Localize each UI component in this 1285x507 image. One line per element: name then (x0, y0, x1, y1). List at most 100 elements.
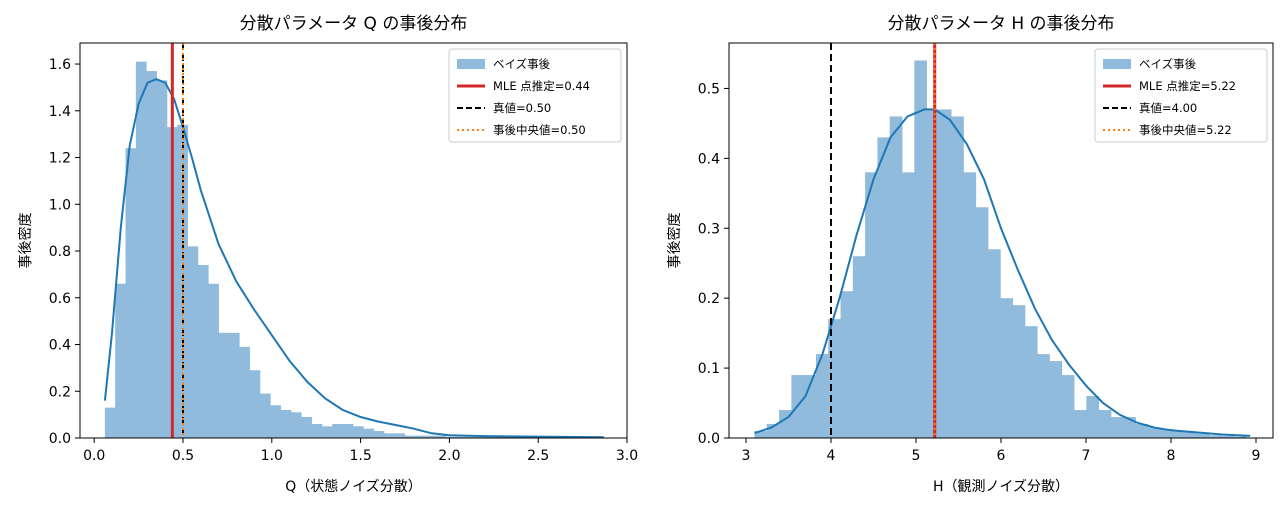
hist-bar (445, 436, 457, 438)
hist-bar (487, 436, 499, 438)
hist-bar (1135, 424, 1149, 438)
y-tick-label: 1.4 (49, 104, 71, 120)
hist-bar (476, 436, 488, 438)
hist-bar (889, 116, 903, 439)
hist-bar (1147, 427, 1161, 438)
hist-bar (456, 436, 468, 438)
hist-bar (363, 428, 375, 438)
hist-bar (1061, 375, 1075, 438)
x-tick-label: 1.0 (261, 448, 283, 464)
hist-bar (321, 426, 333, 438)
hist-bar (1012, 305, 1026, 438)
y-tick-label: 0.6 (49, 291, 71, 307)
legend-entry: MLE 点推定=0.44 (493, 79, 590, 93)
legend-entry: ベイズ事後 (1139, 57, 1197, 71)
x-tick-label: 3 (742, 448, 751, 464)
hist-bar (135, 61, 147, 439)
legend-entry: MLE 点推定=5.22 (1139, 79, 1236, 93)
hist-bar (290, 412, 302, 438)
hist-bar (963, 172, 977, 438)
y-tick-label: 0.4 (698, 151, 720, 167)
hist-bar (187, 246, 199, 438)
hist-bar (394, 433, 406, 438)
legend-entry: 事後中央値=0.50 (493, 123, 586, 137)
hist-bar (1172, 431, 1186, 438)
hist-bar (926, 109, 940, 439)
hist-bar (115, 283, 126, 438)
legend-swatch-hist (1103, 59, 1131, 69)
legend: ベイズ事後 MLE 点推定=5.22 真値=4.00 事後中央値=5.22 (1094, 48, 1268, 143)
x-tick-label: 3.0 (616, 448, 638, 464)
hist-bar (754, 431, 768, 438)
y-tick-label: 0.8 (49, 244, 71, 260)
hist-bar (507, 436, 519, 438)
y-tick-label: 0.0 (698, 431, 720, 447)
hist-bar (975, 207, 989, 438)
hist-bar (404, 435, 416, 438)
y-axis-label: 事後密度 (666, 213, 683, 269)
hist-bar (332, 423, 343, 438)
y-tick-label: 0.4 (49, 338, 71, 354)
y-tick-label: 0.2 (698, 291, 720, 307)
chart-title: 分散パラメータ H の事後分布 (887, 14, 1114, 34)
x-axis-label: Q（状態ノイズ分散） (285, 479, 422, 495)
hist-bar (414, 435, 426, 438)
hist-bar (1049, 361, 1063, 438)
hist-bar (383, 433, 395, 438)
y-axis-label: 事後密度 (17, 213, 34, 269)
hist-bar (815, 354, 829, 438)
hist-bar (239, 346, 250, 438)
hist-bar (1086, 396, 1100, 438)
hist-bar (270, 405, 281, 438)
hist-bar (197, 265, 209, 438)
y-tick-label: 0.3 (698, 221, 720, 237)
hist-bar (373, 430, 385, 438)
hist-bar (877, 137, 891, 438)
hist-bar (1233, 436, 1247, 438)
y-tick-label: 1.2 (49, 151, 71, 167)
kde-line (754, 108, 1251, 437)
legend: ベイズ事後 MLE 点推定=0.44 真値=0.50 事後中央値=0.50 (448, 48, 622, 143)
x-axis-label: H（観測ノイズ分散） (933, 478, 1069, 495)
hist-bar (146, 71, 157, 439)
hist-bar (435, 435, 447, 438)
hist-bar (249, 370, 261, 438)
hist-bar (301, 416, 312, 438)
x-tick-label: 5 (912, 448, 921, 464)
legend-swatch-hist (457, 59, 485, 69)
hist-bar (1098, 410, 1112, 438)
q-posterior-panel: 0.0 0.5 1.0 1.5 2.0 2.5 3.0 0.0 0.2 0.4 0.6 0.8 1.0 1… (17, 14, 638, 495)
hist-bar (218, 332, 230, 438)
y-tick-label: 0.1 (698, 361, 720, 377)
x-tick-label: 9 (1252, 448, 1261, 464)
hist-bar (1160, 428, 1173, 438)
hist-bar (852, 256, 866, 438)
hist-bar (938, 109, 952, 439)
hist-bar (311, 423, 323, 438)
hist-bar (840, 291, 854, 438)
x-tick-label: 4 (827, 448, 836, 464)
hist-bar (156, 80, 168, 438)
hist-bar (865, 172, 878, 438)
x-tick-label: 2.5 (527, 448, 549, 464)
hist-bar (1196, 433, 1210, 438)
hist-bar (1024, 326, 1038, 438)
x-tick-label: 6 (997, 448, 1006, 464)
hist-bar (1000, 298, 1014, 438)
kde-line (103, 78, 604, 439)
axes-frame (79, 42, 628, 439)
y-tick-label: 0.5 (698, 81, 720, 97)
legend-box (448, 48, 622, 143)
hist-bar (352, 426, 364, 438)
hist-bar (280, 409, 292, 438)
legend-entry: 真値=4.00 (1139, 101, 1197, 115)
hist-bar (208, 283, 219, 438)
y-tick-label: 1.0 (49, 197, 71, 213)
hist-bar (466, 436, 478, 438)
y-tick-label: 0.0 (49, 431, 71, 447)
hist-bar (228, 332, 240, 438)
hist-bar (1074, 410, 1087, 438)
h-posterior-panel: 3 4 5 6 7 8 9 0.0 0.1 0.2 0.3 0.4 0.5 分散パラメータ H の事後分布… (666, 14, 1274, 495)
x-tick-label: 0.0 (83, 448, 105, 464)
